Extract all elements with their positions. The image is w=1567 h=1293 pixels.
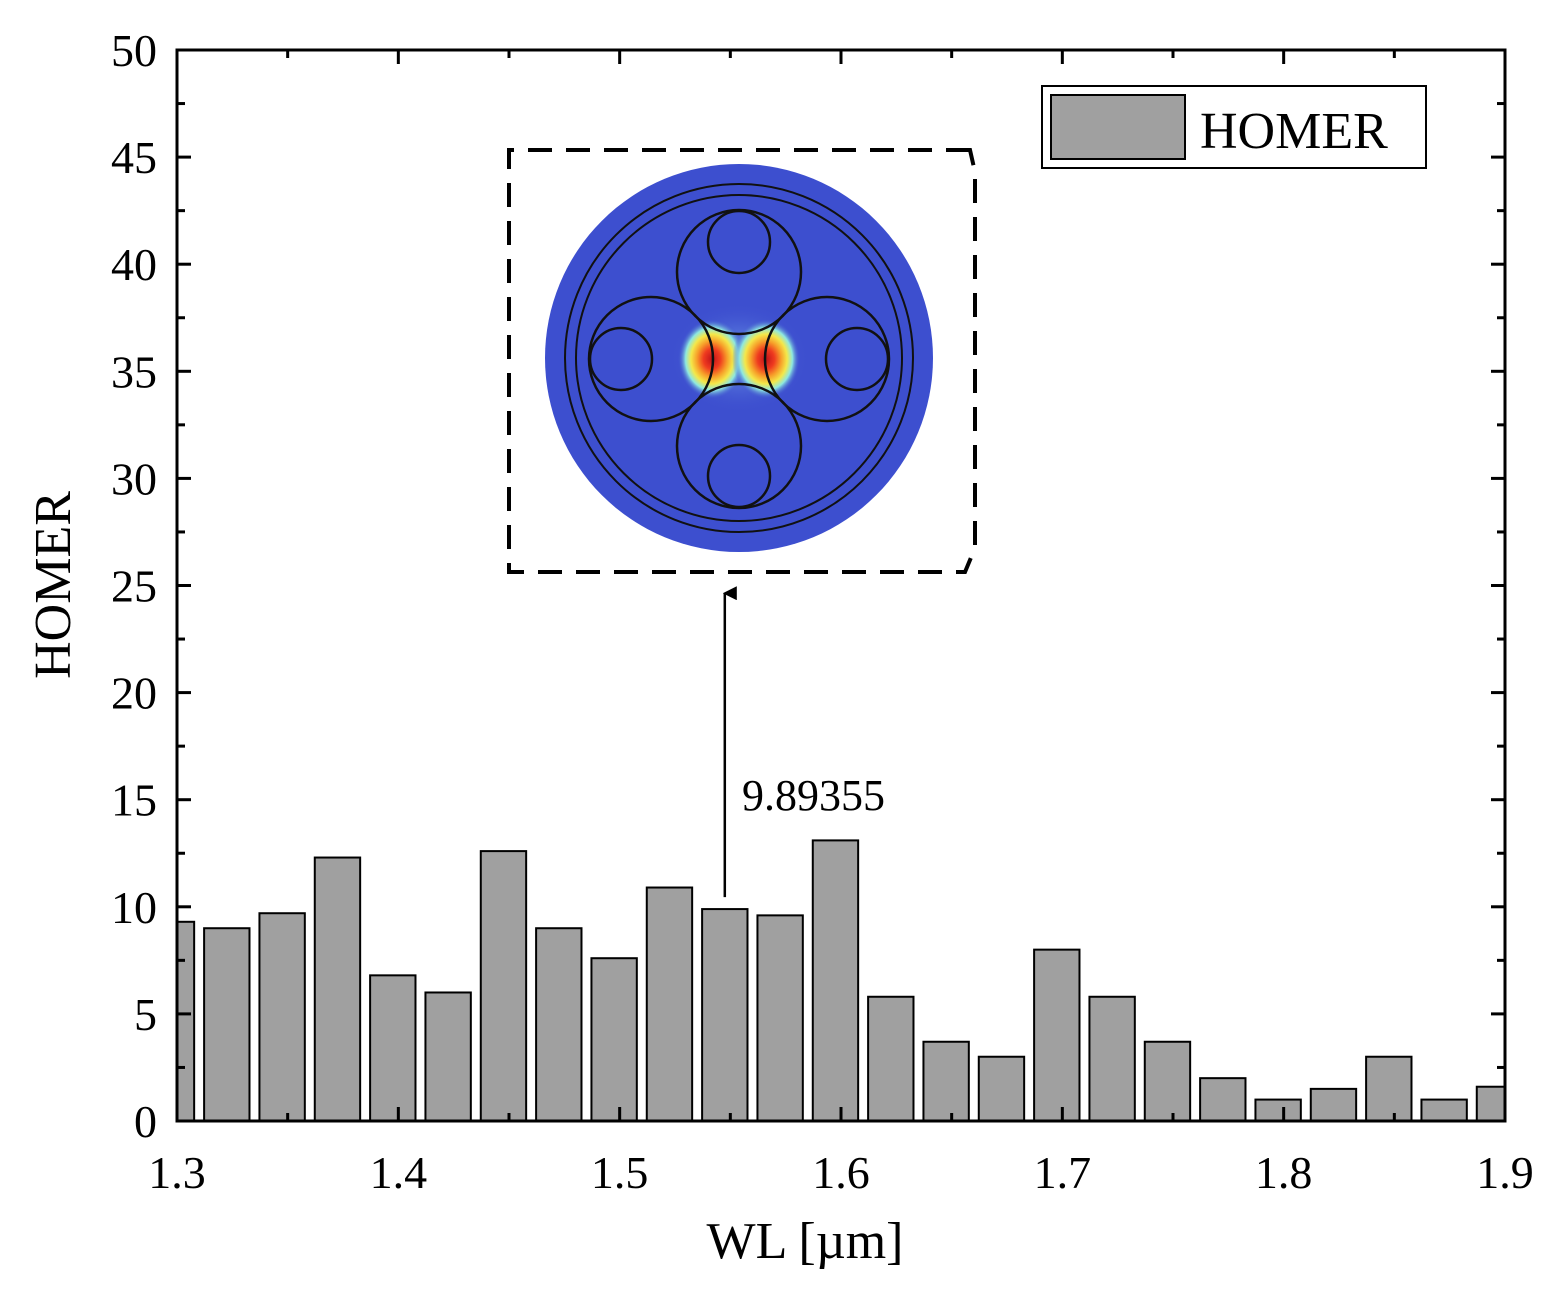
bar	[590, 957, 638, 1121]
legend: HOMER	[1041, 85, 1427, 169]
y-tick-label: 10	[111, 882, 157, 933]
bar	[811, 839, 860, 1121]
bars-group	[177, 839, 1505, 1121]
y-tick-label: 30	[111, 453, 157, 504]
annotation-value: 9.89355	[742, 771, 885, 820]
y-tick-label: 35	[111, 346, 157, 397]
y-tick-label: 50	[111, 25, 157, 76]
bar	[867, 995, 915, 1121]
bar	[756, 914, 804, 1121]
bar	[1475, 1085, 1505, 1121]
bar	[1088, 995, 1136, 1121]
x-tick-label: 1.4	[370, 1147, 428, 1198]
fiber-mode-profile-icon	[545, 164, 933, 552]
bar	[424, 991, 472, 1121]
x-tick-labels: 1.3 1.4 1.5 1.6 1.7 1.8 1.9	[148, 1147, 1534, 1198]
bar	[535, 927, 583, 1121]
fiber-inner-ring	[575, 194, 903, 522]
tube-right-inner	[824, 326, 890, 392]
tube-left-inner	[588, 326, 654, 392]
bar	[645, 886, 694, 1121]
y-tick-label: 25	[111, 561, 157, 612]
bar	[701, 908, 749, 1121]
bar	[177, 920, 196, 1121]
legend-swatch	[1050, 94, 1186, 160]
y-tick-label: 40	[111, 239, 157, 290]
bar	[1365, 1055, 1413, 1121]
bar	[1254, 1098, 1302, 1121]
legend-label: HOMER	[1200, 103, 1388, 160]
bar	[258, 912, 306, 1121]
x-tick-label: 1.9	[1476, 1147, 1534, 1198]
inset-frame	[507, 148, 977, 574]
y-axis-title: HOMER	[25, 491, 82, 679]
x-tick-label: 1.3	[148, 1147, 206, 1198]
bar	[369, 974, 417, 1121]
bar	[313, 856, 362, 1121]
y-tick-label: 45	[111, 132, 157, 183]
bar	[1309, 1087, 1358, 1121]
y-tick-label: 15	[111, 775, 157, 826]
x-tick-label: 1.8	[1255, 1147, 1313, 1198]
plot-frame	[175, 48, 1507, 1123]
tube-top-inner	[706, 209, 772, 275]
x-tick-label: 1.5	[591, 1147, 649, 1198]
x-axis-title: WL [µm]	[707, 1213, 904, 1270]
bar	[977, 1055, 1026, 1121]
bar	[922, 1040, 970, 1121]
tube-bottom-inner	[706, 443, 772, 509]
bar	[203, 927, 251, 1121]
bar	[1033, 948, 1081, 1121]
y-tick-label: 0	[134, 1096, 157, 1147]
bar	[479, 850, 528, 1121]
fiber-outer-ring	[564, 183, 914, 533]
x-tick-label: 1.7	[1034, 1147, 1092, 1198]
x-tick-label: 1.6	[812, 1147, 870, 1198]
y-tick-labels: 0 5 10 15 20 25 30 35 40 45 50	[111, 25, 157, 1147]
bar	[1199, 1077, 1247, 1121]
bar	[1143, 1040, 1192, 1121]
y-tick-label: 5	[134, 989, 157, 1040]
bar	[1420, 1098, 1468, 1121]
inset	[507, 148, 977, 574]
y-tick-label: 20	[111, 668, 157, 719]
